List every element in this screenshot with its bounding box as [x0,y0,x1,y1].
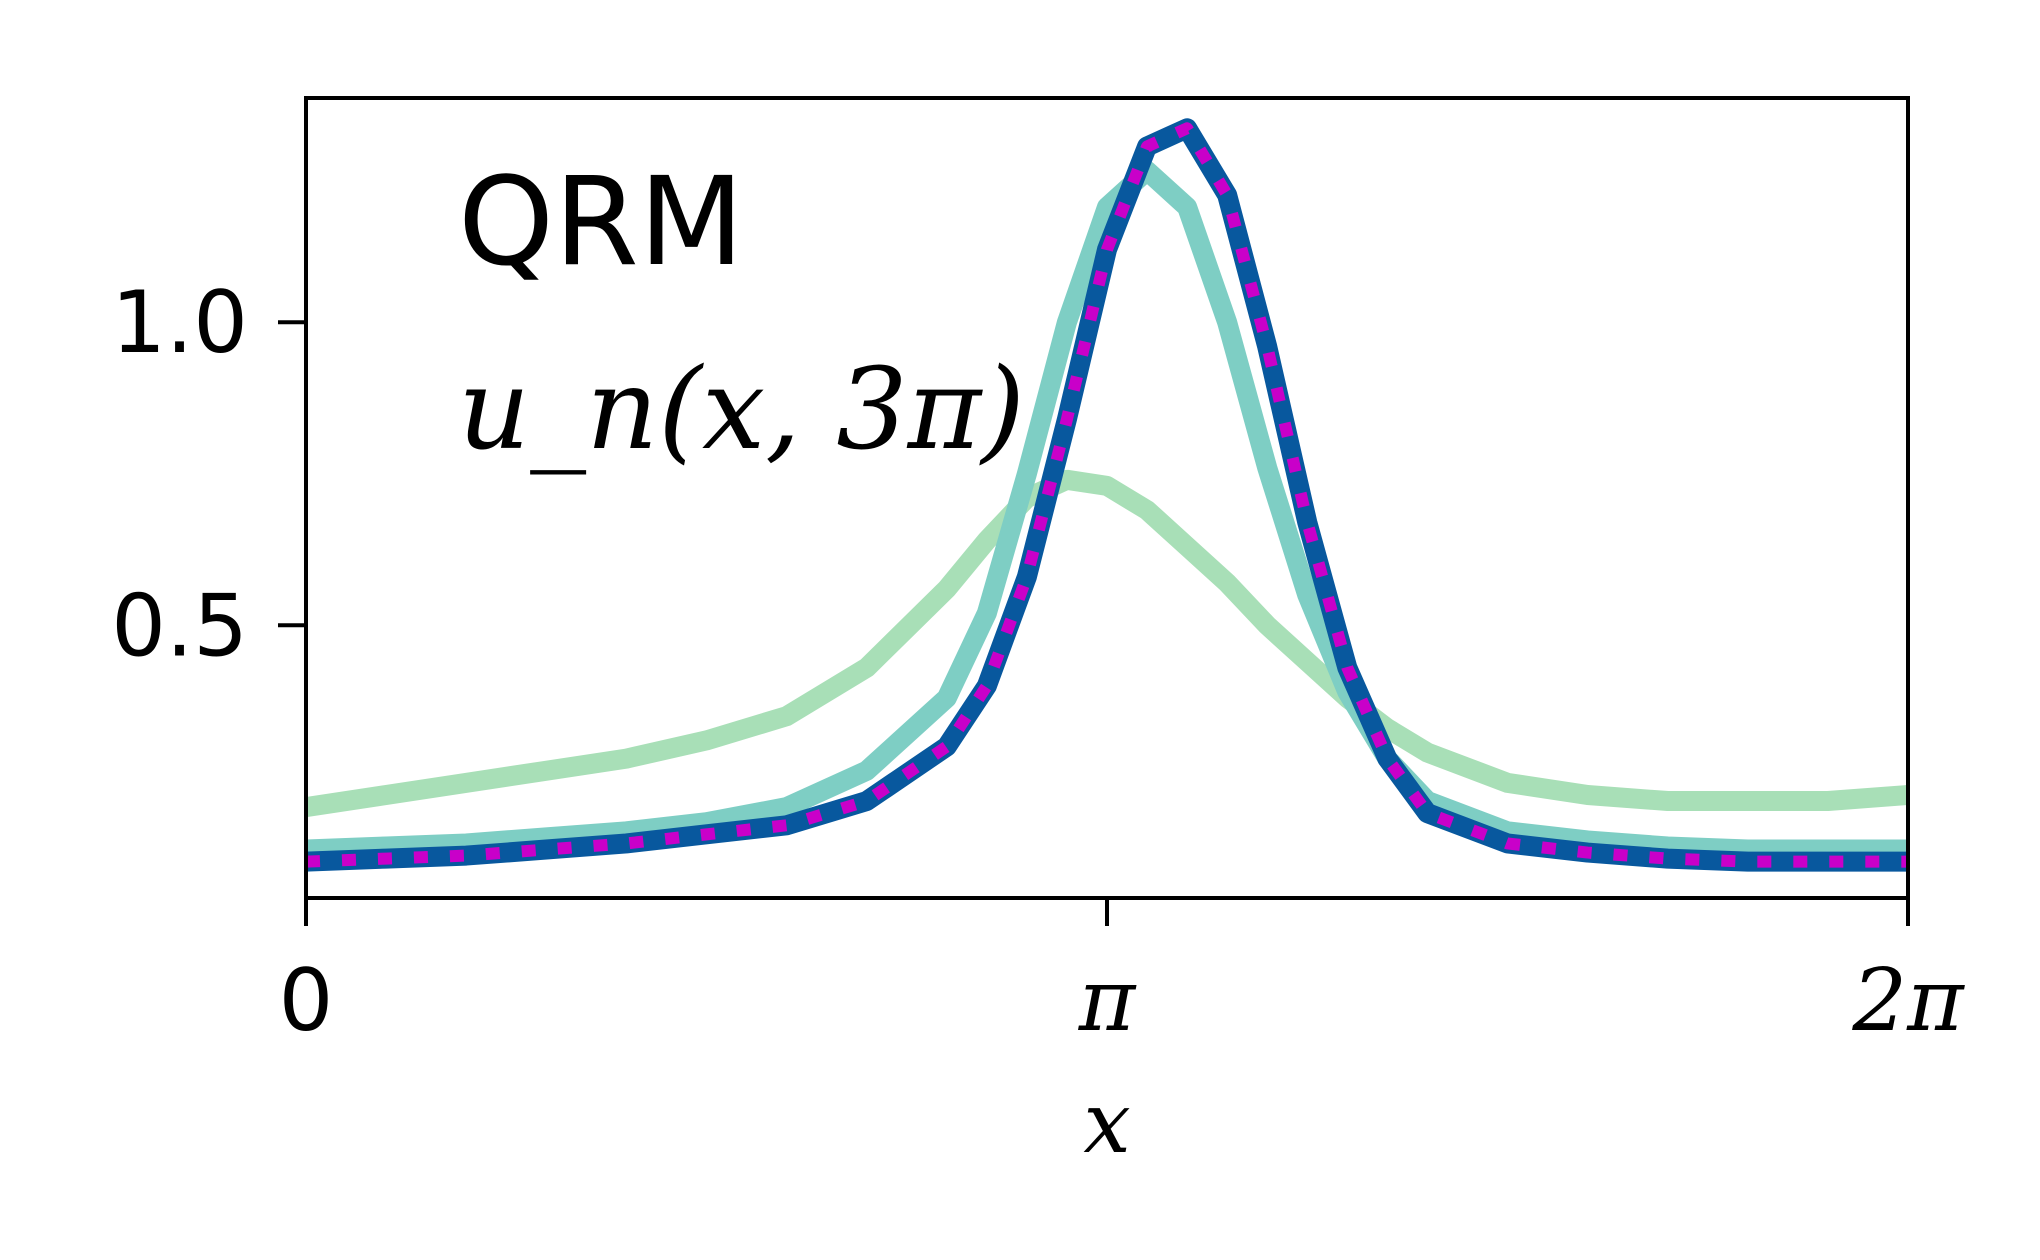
x-axis-ticks: 0 π 2π [279,898,1965,1051]
x-axis-label: x [1083,1074,1130,1172]
y-tick-label-2: 1.0 [111,273,248,373]
x-tick-label-1: 0 [279,951,334,1051]
model-annotation: QRM [458,151,744,293]
series-layer [306,118,1908,872]
x-tick-label-2: π [1078,951,1137,1051]
series-line-4 [306,122,1908,868]
function-annotation: u_n(x, 3π) [458,345,1025,475]
series-line-1 [306,469,1908,817]
x-tick-label-3: 2π [1851,951,1965,1051]
y-tick-label-1: 0.5 [111,576,248,676]
y-axis-ticks: 0.5 1.0 [111,273,306,676]
